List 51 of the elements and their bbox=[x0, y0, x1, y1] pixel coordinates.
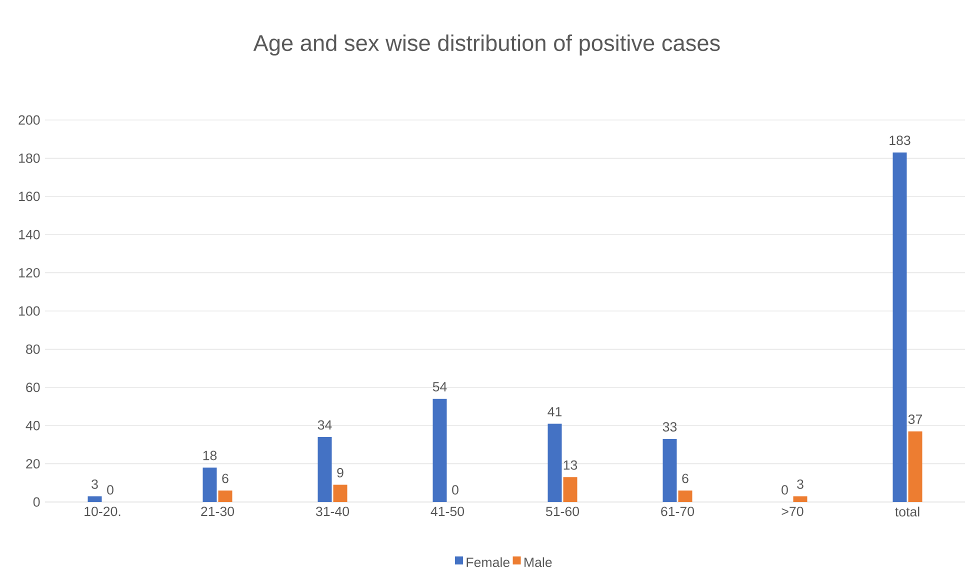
bar bbox=[202, 468, 217, 502]
data-label: 3 bbox=[92, 479, 98, 489]
bar bbox=[432, 398, 447, 502]
bar bbox=[662, 438, 677, 502]
data-label: 34 bbox=[318, 420, 332, 430]
data-label: 3 bbox=[797, 479, 804, 489]
data-label: 13 bbox=[564, 460, 578, 470]
data-label: 0 bbox=[452, 485, 458, 495]
data-label: 6 bbox=[682, 474, 688, 484]
legend-label: Male bbox=[524, 557, 552, 568]
y-tick-label: 100 bbox=[19, 306, 40, 316]
y-tick-label: 120 bbox=[19, 268, 40, 278]
bar bbox=[892, 152, 907, 502]
data-label: 9 bbox=[337, 468, 344, 478]
data-label: 33 bbox=[662, 422, 677, 432]
x-tick-label: 21-30 bbox=[201, 506, 234, 516]
legend-label: Female bbox=[466, 557, 510, 568]
bar bbox=[318, 437, 332, 502]
chart-title: Age and sex wise distribution of positive cases bbox=[253, 34, 720, 56]
data-label: 37 bbox=[908, 414, 922, 424]
x-tick-label: 41-50 bbox=[430, 506, 464, 516]
x-tick-label: 61-70 bbox=[661, 506, 694, 516]
data-label: 0 bbox=[782, 485, 788, 495]
x-tick-label: >70 bbox=[782, 506, 804, 516]
x-tick-label: total bbox=[895, 506, 920, 516]
bar bbox=[548, 424, 562, 502]
y-tick-label: 0 bbox=[33, 497, 40, 507]
data-label: 41 bbox=[548, 407, 562, 416]
bar bbox=[88, 496, 102, 502]
bar bbox=[333, 484, 348, 502]
bar bbox=[218, 490, 232, 502]
bar bbox=[678, 490, 692, 502]
data-label: 54 bbox=[432, 382, 447, 392]
y-tick-label: 180 bbox=[19, 153, 40, 163]
data-label: 18 bbox=[203, 450, 217, 460]
y-tick-label: 80 bbox=[26, 344, 40, 354]
y-tick-label: 60 bbox=[26, 382, 40, 392]
y-tick-label: 140 bbox=[19, 230, 40, 240]
bar bbox=[793, 496, 808, 502]
x-tick-label: 31-40 bbox=[316, 506, 350, 516]
x-tick-label: 51-60 bbox=[546, 506, 580, 516]
y-tick-label: 200 bbox=[18, 115, 40, 125]
x-tick-label: 10-20. bbox=[84, 506, 120, 516]
data-label: 6 bbox=[222, 474, 228, 484]
data-label: 183 bbox=[890, 136, 910, 146]
y-tick-label: 20 bbox=[26, 459, 40, 469]
bar bbox=[563, 477, 578, 502]
bar bbox=[908, 431, 922, 502]
y-tick-label: 160 bbox=[19, 192, 40, 202]
y-tick-label: 40 bbox=[26, 420, 40, 430]
data-label: 0 bbox=[107, 485, 114, 495]
